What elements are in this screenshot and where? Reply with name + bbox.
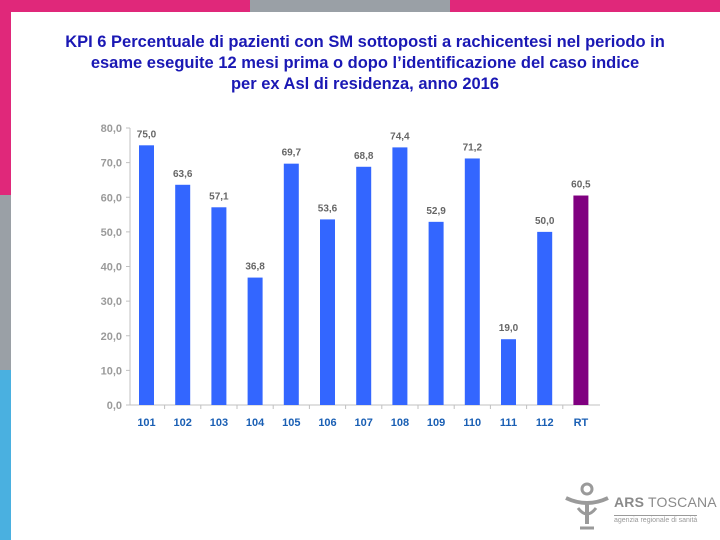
left-strip-blue [0,370,11,540]
ars-toscana-logo: ARS TOSCANA agenzia regionale di sanità [562,480,717,530]
bar-value-label: 75,0 [137,129,157,140]
bar-value-label: 63,6 [173,169,193,180]
bar-103 [211,207,227,405]
x-tick-label: 106 [318,417,336,429]
bar-110 [464,158,480,405]
x-tick-label: 112 [536,417,554,429]
x-tick-label: 105 [282,417,300,429]
bar-value-label: 69,7 [282,148,302,159]
bar-value-label: 52,9 [426,206,446,217]
y-tick-label: 0,0 [107,400,122,412]
bar-RT [573,195,589,405]
ars-figure-icon [565,482,609,530]
bar-101 [139,145,154,405]
bar-107 [356,166,372,405]
bar-value-label: 36,8 [245,262,265,273]
bar-value-label: 68,8 [354,151,374,162]
bar-108 [392,147,408,405]
title-line-1: KPI 6 Percentuale di pazienti con SM sot… [65,33,665,51]
bar-106 [320,219,335,405]
x-tick-label: 108 [391,417,409,429]
left-strip-gray [0,195,11,370]
y-tick-label: 20,0 [101,331,122,343]
left-strip-pink [0,0,11,195]
bar-104 [247,277,263,405]
top-strip-gray [250,0,450,12]
bar-value-label: 74,4 [390,131,410,142]
y-tick-label: 70,0 [101,158,122,170]
bar-111 [501,339,516,405]
title-line-2: esame eseguite 12 mesi prima o dopo l’id… [90,54,640,72]
bar-105 [283,163,299,405]
logo-tagline: agenzia regionale di sanità [614,515,698,524]
bar-value-label: 50,0 [535,216,555,227]
x-tick-label: 107 [355,417,373,429]
x-tick-label: 111 [500,417,517,429]
title-line-3: per ex Asl di residenza, anno 2016 [230,75,500,93]
y-tick-label: 50,0 [101,227,122,239]
bar-value-label: 57,1 [209,191,229,202]
bar-102 [175,184,191,405]
x-tick-label: 110 [463,417,481,429]
top-strip-pink-right [450,0,720,12]
x-tick-label: 104 [246,417,265,429]
y-tick-label: 10,0 [101,365,122,377]
x-tick-label: 109 [427,417,445,429]
x-tick-label: 103 [210,417,228,429]
bar-value-label: 53,6 [318,203,338,214]
y-tick-label: 80,0 [101,123,122,135]
x-tick-label: 102 [174,417,192,429]
x-tick-label: 101 [137,417,155,429]
top-strip-pink-left [0,0,250,12]
bar-value-label: 60,5 [571,180,591,191]
bar-109 [428,221,444,405]
y-tick-label: 40,0 [101,262,122,274]
page-title: KPI 6 Percentuale di pazienti con SM sot… [20,32,710,95]
logo-name: ARS TOSCANA [614,494,717,510]
bar-value-label: 19,0 [499,323,519,334]
y-tick-label: 60,0 [101,192,122,204]
bar-value-label: 71,2 [463,142,483,153]
bar-112 [537,231,553,405]
x-tick-label: RT [574,417,589,429]
y-tick-label: 30,0 [101,296,122,308]
